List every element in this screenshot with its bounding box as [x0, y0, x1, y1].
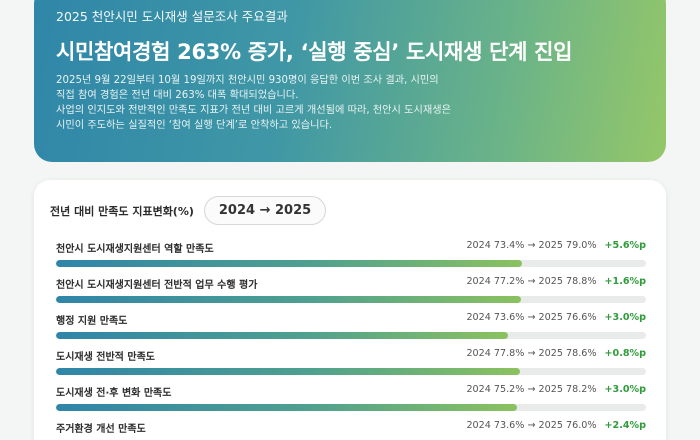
metric-compare: 2024 77.2% → 2025 78.8% — [466, 276, 597, 287]
satisfaction-card: 전년 대비 만족도 지표변화(%) 2024 → 2025 천안시 도시재생지원… — [34, 180, 666, 440]
metric-row: 도시재생 전·후 변화 만족도 2024 75.2% → 2025 78.2% +… — [56, 384, 646, 420]
card-header: 전년 대비 만족도 지표변화(%) 2024 → 2025 — [50, 196, 327, 225]
metric-delta: +1.6%p — [604, 276, 646, 287]
metric-label: 천안시 도시재생지원센터 역할 만족도 — [56, 244, 214, 255]
metric-delta: +2.4%p — [604, 420, 646, 431]
progress-track — [56, 260, 646, 267]
progress-fill — [56, 260, 523, 267]
metric-label: 주거환경 개선 만족도 — [56, 424, 146, 435]
metric-delta: +5.6%p — [604, 240, 646, 251]
banner-description: 2025년 9월 22일부터 10월 19일까지 천안시민 930명이 응답한 … — [56, 73, 644, 133]
year-compare-toggle[interactable]: 2024 → 2025 — [203, 196, 327, 225]
metric-compare: 2024 75.2% → 2025 78.2% — [466, 384, 597, 395]
progress-fill — [56, 404, 518, 411]
metric-compare: 2024 77.8% → 2025 78.6% — [466, 348, 597, 359]
progress-fill — [56, 296, 521, 303]
banner-desc-line: 직접 참여 경험은 전년 대비 263% 대폭 확대되었습니다. — [56, 90, 299, 101]
metric-row: 천안시 도시재생지원센터 역할 만족도 2024 73.4% → 2025 79… — [56, 240, 646, 276]
metric-delta: +0.8%p — [604, 348, 646, 359]
metric-label: 도시재생 전·후 변화 만족도 — [56, 388, 172, 399]
metric-row: 천안시 도시재생지원센터 전반적 업무 수행 평가 2024 77.2% → 2… — [56, 276, 646, 312]
metric-values: 2024 77.8% → 2025 78.6% +0.8%p — [466, 348, 646, 359]
progress-fill — [56, 332, 508, 339]
progress-track — [56, 296, 646, 303]
metric-list: 천안시 도시재생지원센터 역할 만족도 2024 73.4% → 2025 79… — [56, 240, 646, 440]
metric-values: 2024 73.6% → 2025 76.0% +2.4%p — [466, 420, 646, 431]
metric-delta: +3.0%p — [604, 384, 646, 395]
metric-row: 행정 지원 만족도 2024 73.6% → 2025 76.6% +3.0%p — [56, 312, 646, 348]
metric-values: 2024 77.2% → 2025 78.8% +1.6%p — [466, 276, 646, 287]
progress-fill — [56, 368, 520, 375]
metric-values: 2024 73.6% → 2025 76.6% +3.0%p — [466, 312, 646, 323]
banner-desc-line: 2025년 9월 22일부터 10월 19일까지 천안시민 930명이 응답한 … — [56, 75, 439, 86]
metric-values: 2024 73.4% → 2025 79.0% +5.6%p — [466, 240, 646, 251]
summary-banner: 2025 천안시민 도시재생 설문조사 주요결과 시민참여경험 263% 증가,… — [34, 0, 666, 162]
progress-track — [56, 368, 646, 375]
metric-compare: 2024 73.4% → 2025 79.0% — [466, 240, 597, 251]
card-title: 전년 대비 만족도 지표변화(%) — [50, 204, 194, 218]
metric-compare: 2024 73.6% → 2025 76.0% — [466, 420, 597, 431]
banner-title: 시민참여경험 263% 증가, ‘실행 중심’ 도시재생 단계 진입 — [56, 40, 573, 64]
metric-values: 2024 75.2% → 2025 78.2% +3.0%p — [466, 384, 646, 395]
metric-label: 행정 지원 만족도 — [56, 316, 128, 327]
progress-track — [56, 404, 646, 411]
metric-compare: 2024 73.6% → 2025 76.6% — [466, 312, 597, 323]
progress-track — [56, 332, 646, 339]
metric-delta: +3.0%p — [604, 312, 646, 323]
metric-row: 주거환경 개선 만족도 2024 73.6% → 2025 76.0% +2.4%… — [56, 420, 646, 440]
metric-label: 천안시 도시재생지원센터 전반적 업무 수행 평가 — [56, 280, 258, 291]
metric-row: 도시재생 전반적 만족도 2024 77.8% → 2025 78.6% +0.8… — [56, 348, 646, 384]
banner-desc-line: 시민이 주도하는 실질적인 ‘참여 실행 단계’로 안착하고 있습니다. — [56, 120, 333, 131]
banner-subtitle: 2025 천안시민 도시재생 설문조사 주요결과 — [56, 9, 288, 24]
metric-label: 도시재생 전반적 만족도 — [56, 352, 155, 363]
banner-desc-line: 사업의 인지도와 전반적인 만족도 지표가 전년 대비 고르게 개선됨에 따라,… — [56, 105, 452, 116]
